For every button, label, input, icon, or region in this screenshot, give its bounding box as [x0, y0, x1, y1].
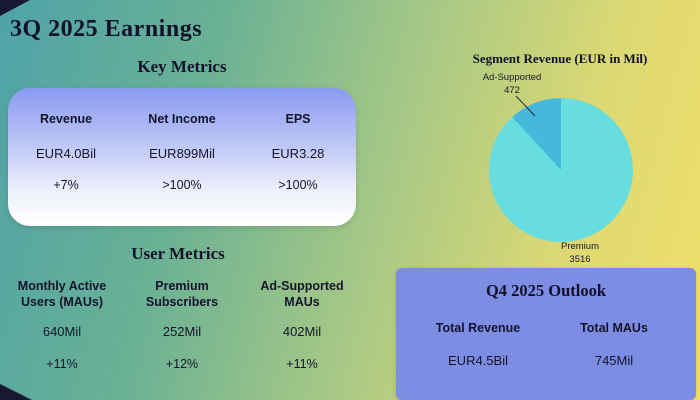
user-metric-maus: Monthly Active Users (MAUs) 640Mil +11%: [2, 278, 122, 371]
metric-value: 252Mil: [162, 324, 202, 339]
metric-label: EPS: [285, 112, 311, 126]
key-metric-net-income: Net Income EUR899Mil >100%: [124, 88, 240, 226]
metric-label: Premium Subscribers: [145, 279, 219, 310]
metric-growth: +11%: [286, 357, 318, 371]
pie-label-ad-supported: Ad-Supported 472: [466, 72, 558, 98]
metric-growth: +7%: [53, 178, 79, 192]
page-title: 3Q 2025 Earnings: [10, 16, 203, 42]
user-metrics-block: Monthly Active Users (MAUs) 640Mil +11% …: [2, 278, 362, 371]
q4-outlook-card: Q4 2025 Outlook Total Revenue EUR4.5Bil …: [396, 268, 696, 400]
metric-value: 640Mil: [42, 324, 82, 339]
corner-decoration-bottom-left: [0, 384, 32, 400]
outlook-total-revenue: Total Revenue EUR4.5Bil: [410, 321, 546, 368]
outlook-total-maus: Total MAUs 745Mil: [546, 321, 682, 368]
metric-label: Revenue: [39, 112, 93, 126]
metric-label: Total Revenue: [435, 321, 521, 335]
metric-value: 402Mil: [282, 324, 322, 339]
pie-label-premium: Premium 3516: [540, 241, 620, 267]
metric-growth: +11%: [46, 357, 78, 371]
metric-value: EUR4.5Bil: [448, 353, 508, 368]
pie-chart: [489, 98, 633, 242]
q4-outlook-columns: Total Revenue EUR4.5Bil Total MAUs 745Mi…: [396, 321, 696, 368]
segment-revenue-chart-title: Segment Revenue (EUR in Mil): [472, 51, 648, 66]
metric-value: EUR3.28: [271, 146, 325, 161]
user-metric-premium-subscribers: Premium Subscribers 252Mil +12%: [122, 278, 242, 371]
metric-label: Net Income: [148, 112, 216, 126]
slice-value: 3516: [569, 253, 591, 265]
metric-label: Total MAUs: [580, 321, 648, 335]
metric-label: Ad-Supported MAUs: [260, 279, 344, 310]
metric-value: EUR899Mil: [149, 146, 215, 161]
user-metrics-heading: User Metrics: [131, 244, 225, 263]
metric-growth: +12%: [165, 357, 199, 371]
key-metrics-heading: Key Metrics: [137, 57, 227, 76]
metric-value: 745Mil: [594, 353, 634, 368]
metric-label: Monthly Active Users (MAUs): [17, 279, 107, 310]
user-metric-ad-supported-maus: Ad-Supported MAUs 402Mil +11%: [242, 278, 362, 371]
metric-growth: >100%: [278, 178, 318, 192]
key-metrics-card: Revenue EUR4.0Bil +7% Net Income EUR899M…: [8, 88, 356, 226]
metric-growth: >100%: [162, 178, 202, 192]
slice-label: Ad-Supported: [482, 72, 542, 83]
slice-value: 472: [504, 84, 520, 96]
slice-label: Premium: [560, 241, 599, 252]
key-metric-eps: EPS EUR3.28 >100%: [240, 88, 356, 226]
key-metric-revenue: Revenue EUR4.0Bil +7%: [8, 88, 124, 226]
metric-value: EUR4.0Bil: [36, 146, 96, 161]
corner-decoration-top-left: [0, 0, 30, 16]
q4-outlook-heading: Q4 2025 Outlook: [485, 281, 607, 300]
